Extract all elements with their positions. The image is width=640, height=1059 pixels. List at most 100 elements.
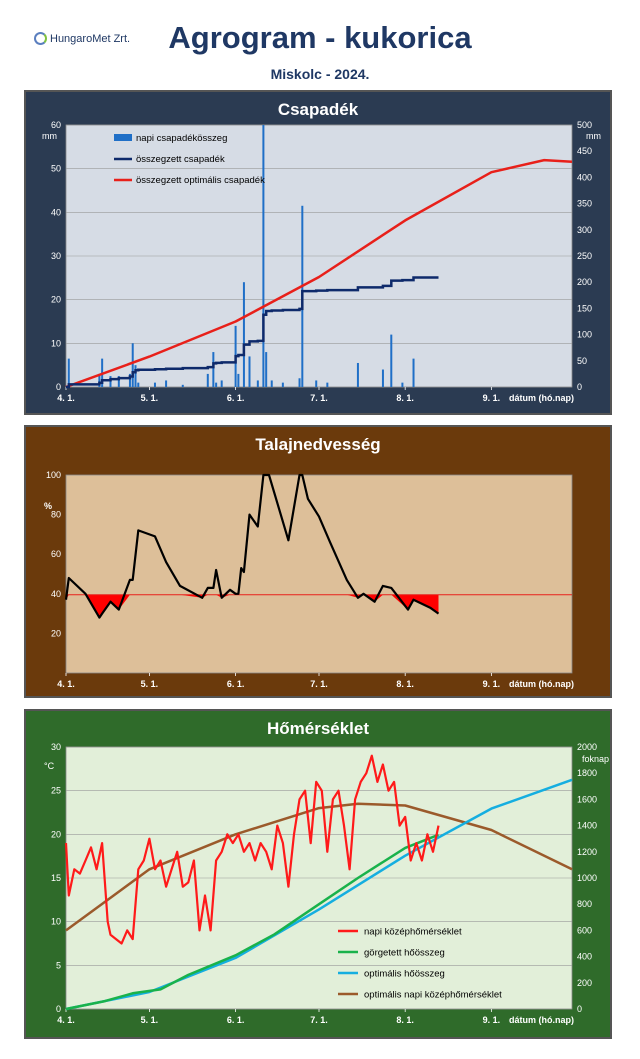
precipitation-chart: 4. 1. 5. 1. 6. 1. 7. 1. 8. 1. 9. 1. dátum (hó.… <box>42 120 601 403</box>
y-right-tick-label: 350 <box>577 199 592 209</box>
precip-bar <box>326 382 329 387</box>
x-tick-label: 7. 1. <box>310 1015 328 1025</box>
legend-swatch-bars <box>114 134 132 141</box>
y-tick-label: 15 <box>51 873 61 883</box>
x-tick-label: 5. 1. <box>141 1015 159 1025</box>
y-tick-label: 30 <box>51 742 61 752</box>
y-right-tick-label: 600 <box>577 925 592 935</box>
y-right-tick-label: 2000 <box>577 742 597 752</box>
y-right-tick-label: 500 <box>577 120 592 130</box>
precip-bar <box>220 380 223 387</box>
y-right-tick-label: 800 <box>577 899 592 909</box>
y-tick-label: 40 <box>51 207 61 217</box>
header: HungaroMet Zrt. Agrogram - kukorica Misk… <box>0 0 640 88</box>
x-tick-label: 5. 1. <box>141 679 159 689</box>
y-tick-label: 0 <box>56 382 61 392</box>
legend-label: optimális napi középhőmérséklet <box>364 990 502 1001</box>
x-tick-label: 7. 1. <box>310 679 328 689</box>
x-tick-label: 6. 1. <box>227 679 245 689</box>
y-right-tick-label: 200 <box>577 277 592 287</box>
precip-bar <box>242 282 245 387</box>
precip-bar <box>262 125 265 387</box>
y-tick-label: 10 <box>51 338 61 348</box>
y-right-axis-label: foknap <box>582 754 609 764</box>
y-right-tick-label: 50 <box>577 356 587 366</box>
precip-bar <box>390 334 393 387</box>
precip-bar <box>181 384 184 387</box>
precip-bar <box>256 380 259 387</box>
x-tick-label: 8. 1. <box>396 393 414 403</box>
x-axis-label: dátum (hó.nap) <box>509 393 574 403</box>
y-axis-label: % <box>44 501 52 511</box>
x-tick-label: 9. 1. <box>483 679 501 689</box>
y-right-tick-label: 1800 <box>577 768 597 778</box>
logo-text: HungaroMet Zrt. <box>50 32 131 45</box>
y-right-tick-label: 400 <box>577 952 592 962</box>
x-tick-label: 4. 1. <box>57 1015 75 1025</box>
x-tick-label: 6. 1. <box>227 393 245 403</box>
precip-bar <box>128 373 131 387</box>
daily-mean-temp-line <box>64 754 440 945</box>
y-right-tick-label: 0 <box>577 382 582 392</box>
optimal-daily-temp-line <box>65 802 573 932</box>
y-tick-label: 0 <box>56 1004 61 1014</box>
precip-bar <box>117 376 120 387</box>
x-tick-label: 8. 1. <box>396 1015 414 1025</box>
deficit-area <box>391 594 439 614</box>
x-tick-label: 9. 1. <box>483 1015 501 1025</box>
y-axis-label: °C <box>44 761 55 771</box>
precip-bar <box>281 382 284 387</box>
precip-bar <box>165 380 168 387</box>
soil-moisture-title: Talajnedvesség <box>255 435 381 454</box>
logo: HungaroMet Zrt. <box>34 32 130 45</box>
y-tick-label: 20 <box>51 829 61 839</box>
soil-moisture-panel: 4. 1. 5. 1. 6. 1. 7. 1. 8. 1. 9. 1. dátum (hó.… <box>24 425 612 698</box>
y-axis-label: mm <box>42 131 57 141</box>
legend-label: görgetett hőösszeg <box>364 948 445 959</box>
precip-bar <box>270 380 273 387</box>
precip-bar <box>131 343 134 387</box>
precip-bar <box>134 365 137 387</box>
precip-bar <box>137 382 140 387</box>
legend-label: összegzett csapadék <box>136 154 225 165</box>
page-subtitle: Miskolc - 2024. <box>270 66 370 82</box>
y-right-tick-label: 300 <box>577 225 592 235</box>
precip-bar <box>206 373 209 387</box>
y-tick-label: 40 <box>51 589 61 599</box>
y-tick-label: 50 <box>51 164 61 174</box>
legend-label: napi középhőmérséklet <box>364 927 462 938</box>
precip-bar <box>298 378 301 387</box>
precip-bar <box>215 382 218 387</box>
x-tick-label: 8. 1. <box>396 679 414 689</box>
precip-bar <box>212 352 215 387</box>
y-right-tick-label: 450 <box>577 146 592 156</box>
precip-bar <box>153 382 156 387</box>
x-tick-label: 4. 1. <box>57 393 75 403</box>
y-right-tick-label: 150 <box>577 303 592 313</box>
y-tick-label: 20 <box>51 628 61 638</box>
y-tick-label: 80 <box>51 510 61 520</box>
precip-bar <box>315 380 318 387</box>
soil-moisture-chart: 4. 1. 5. 1. 6. 1. 7. 1. 8. 1. 9. 1. dátum (hó.… <box>44 470 574 689</box>
y-right-axis-label: mm <box>586 131 601 141</box>
y-tick-label: 5 <box>56 960 61 970</box>
precip-bar <box>109 376 112 387</box>
x-tick-label: 5. 1. <box>141 393 159 403</box>
temperature-chart: 4. 1. 5. 1. 6. 1. 7. 1. 8. 1. 9. 1. dátum (hó.… <box>44 742 609 1025</box>
y-right-tick-label: 400 <box>577 172 592 182</box>
legend-label: napi csapadékösszeg <box>136 133 227 144</box>
y-tick-label: 30 <box>51 251 61 261</box>
x-tick-label: 7. 1. <box>310 393 328 403</box>
y-right-tick-label: 250 <box>577 251 592 261</box>
legend-label: összegzett optimális csapadék <box>136 175 265 186</box>
y-right-tick-label: 1600 <box>577 794 597 804</box>
temperature-title: Hőmérséklet <box>266 719 370 738</box>
y-tick-label: 60 <box>51 120 61 130</box>
y-right-tick-label: 1200 <box>577 847 597 857</box>
precip-bar <box>237 373 240 387</box>
precipitation-title: Csapadék <box>277 100 359 119</box>
precip-bar <box>265 352 268 387</box>
x-tick-label: 4. 1. <box>57 679 75 689</box>
precip-bar <box>98 373 101 387</box>
y-tick-label: 60 <box>51 549 61 559</box>
